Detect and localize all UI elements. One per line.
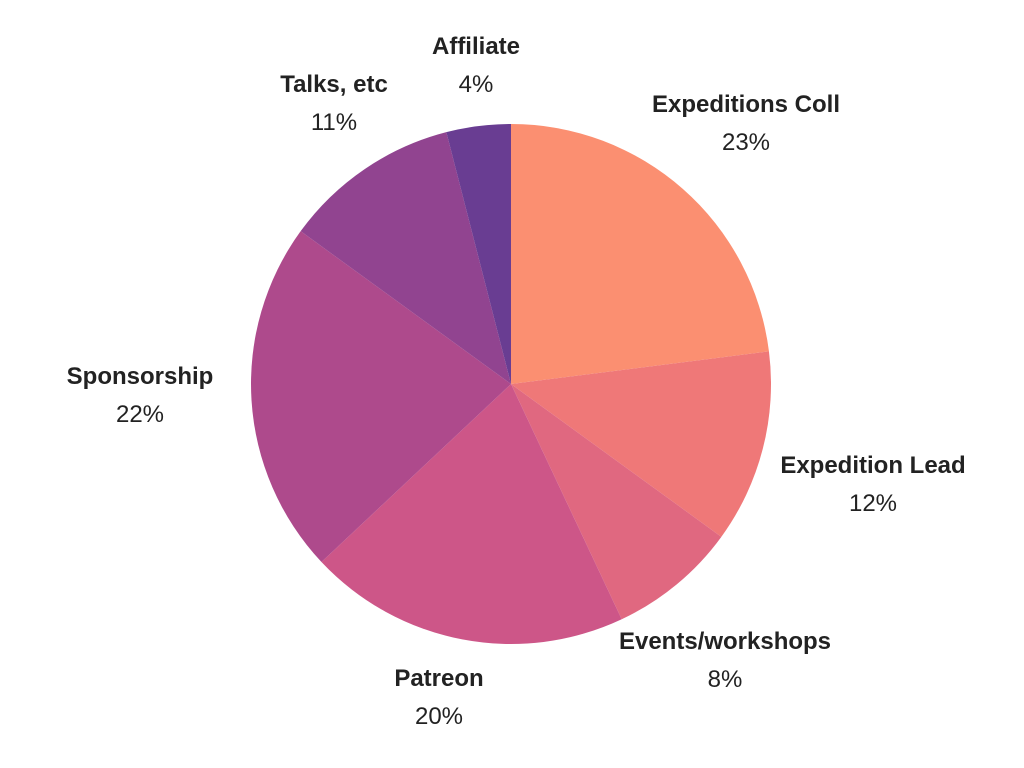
slice-name-expeditions-coll: Expeditions Coll [651, 91, 841, 118]
pie-slice-events-workshops [511, 384, 722, 620]
slice-label-affiliate: Affiliate 4% [432, 28, 520, 104]
slice-label-expeditions-coll: Expeditions Coll 23% [652, 86, 840, 162]
slice-name-affiliate: Affiliate [431, 33, 521, 60]
slice-name-expedition-lead: Expedition Lead [780, 452, 966, 479]
slice-percent-expedition-lead: 12% [848, 490, 898, 517]
slice-label-patreon: Patreon 20% [394, 660, 483, 736]
slice-name-patreon: Patreon [394, 665, 484, 692]
pie-slice-sponsorship [251, 231, 511, 562]
slice-name-events-workshops: Events/workshops [618, 628, 832, 655]
pie-slice-expedition-lead [511, 351, 771, 537]
slice-label-expedition-lead: Expedition Lead 12% [780, 447, 965, 523]
pie-slice-affiliate [446, 124, 511, 384]
slice-percent-events-workshops: 8% [707, 666, 743, 693]
slice-percent-sponsorship: 22% [115, 401, 165, 428]
slice-percent-expeditions-coll: 23% [721, 129, 771, 156]
slice-label-events-workshops: Events/workshops 8% [619, 623, 831, 699]
pie-slice-expeditions-coll [511, 124, 769, 384]
slice-percent-patreon: 20% [414, 703, 464, 730]
slice-label-sponsorship: Sponsorship 22% [67, 358, 214, 434]
pie-slice-talks-etc [300, 132, 511, 384]
pie-slice-patreon [321, 384, 622, 645]
slice-label-talks-etc: Talks, etc 11% [280, 66, 388, 142]
slice-name-sponsorship: Sponsorship [66, 363, 214, 390]
slice-percent-affiliate: 4% [458, 71, 494, 98]
slice-name-talks-etc: Talks, etc [280, 71, 388, 98]
slice-percent-talks-etc: 11% [310, 109, 358, 136]
